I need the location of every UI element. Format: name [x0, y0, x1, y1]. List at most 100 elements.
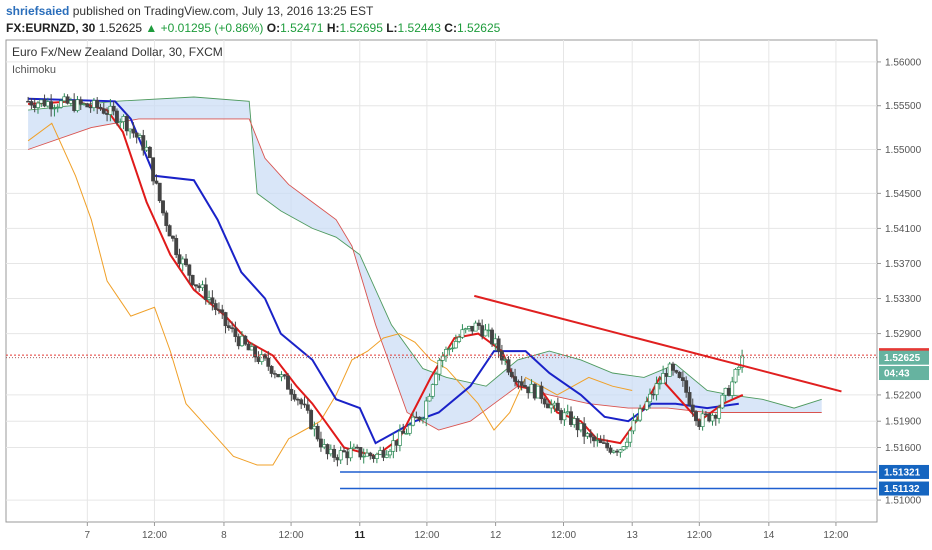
- candle-body: [282, 374, 287, 377]
- candle-body: [351, 446, 356, 449]
- candle-body: [532, 383, 537, 399]
- candle-body: [210, 297, 215, 304]
- candle-body: [440, 355, 445, 361]
- candle-body: [664, 373, 669, 377]
- candle-body: [697, 420, 702, 427]
- candle-body: [269, 366, 274, 374]
- candle-body: [78, 99, 83, 105]
- candle-body: [394, 440, 399, 446]
- candle-body: [641, 408, 646, 411]
- candle-body: [651, 393, 656, 396]
- candle-body: [121, 116, 126, 122]
- candle-body: [32, 104, 37, 108]
- candle-body: [720, 394, 725, 409]
- candle-body: [601, 442, 606, 444]
- candle-body: [141, 135, 146, 151]
- candle-body: [615, 450, 620, 453]
- last-price: 1.52625: [98, 21, 143, 35]
- candle-body: [384, 454, 389, 458]
- price-tag-label: 1.51321: [884, 467, 921, 478]
- candle-body: [470, 325, 475, 332]
- price-tag: [879, 350, 929, 365]
- candle-body: [608, 447, 613, 453]
- price-tag: [879, 481, 929, 496]
- y-tick-label: 1.52200: [885, 390, 922, 401]
- candle-body: [59, 100, 63, 108]
- candle-body: [710, 414, 715, 422]
- y-tick-label: 1.51900: [885, 417, 922, 428]
- candle-body: [657, 382, 662, 385]
- candle-body: [624, 441, 629, 447]
- candle-body: [85, 103, 90, 108]
- candle-body: [730, 381, 735, 396]
- candle-body: [585, 433, 590, 437]
- y-tick-label: 1.53300: [885, 294, 922, 305]
- y-tick-label: 1.51600: [885, 443, 922, 454]
- candle-body: [427, 395, 432, 402]
- candle-body: [335, 457, 340, 461]
- indicator-lines: [27, 97, 744, 466]
- price-tag-label: 1.51132: [884, 484, 920, 495]
- time-axis[interactable]: 7 12:00 8 12:00 11 12:00 12 12:00 13 12:00 14 12:00: [85, 522, 849, 541]
- candle-body: [559, 410, 564, 421]
- y-tick-label: 1.53700: [885, 259, 922, 270]
- candle-body: [391, 440, 396, 452]
- candle-body: [144, 146, 149, 151]
- candle-body: [223, 312, 228, 327]
- candle-body: [55, 106, 60, 109]
- candle-body: [740, 355, 745, 368]
- price-tag-label: 04:43: [884, 369, 910, 380]
- price-change: ▲ +0.01295 (+0.86%): [145, 21, 264, 35]
- candle-body: [536, 385, 541, 399]
- candle-body: [503, 359, 508, 361]
- candle-body: [108, 105, 113, 115]
- candle-body: [717, 407, 722, 419]
- candle-body: [529, 383, 534, 394]
- candle-body: [193, 284, 198, 287]
- x-tick-label: 12:00: [414, 530, 439, 541]
- chart-title: Euro Fx/New Zealand Dollar, 30, FXCM: [12, 45, 223, 59]
- candle-body: [105, 113, 110, 115]
- candle-body: [62, 96, 67, 102]
- candle-body: [243, 335, 248, 345]
- candle-body: [736, 366, 741, 370]
- candle-body: [493, 338, 498, 345]
- candle-body: [420, 418, 425, 421]
- candle-body: [654, 383, 659, 396]
- candle-body: [114, 110, 119, 124]
- candle-body: [358, 447, 363, 458]
- candle-body: [72, 100, 77, 111]
- candle-body: [131, 128, 136, 134]
- candle-body: [170, 235, 175, 239]
- candle-body: [368, 452, 373, 457]
- author-link[interactable]: shriefsaied: [6, 4, 70, 18]
- candle-body: [519, 381, 524, 386]
- candle-body: [161, 200, 165, 214]
- x-tick-label: 12:00: [687, 530, 712, 541]
- candle-body: [404, 433, 409, 435]
- kijun-sen-line: [28, 97, 739, 445]
- candle-body: [565, 411, 570, 414]
- candle-body: [447, 348, 452, 350]
- open-value: 1.52471: [280, 21, 324, 35]
- candle-body: [555, 402, 560, 411]
- candle-body: [65, 96, 70, 104]
- candle-body: [381, 450, 386, 458]
- x-tick-label: 12:00: [551, 530, 576, 541]
- candle-body: [569, 411, 573, 425]
- candle-body: [638, 408, 643, 421]
- candle-body: [328, 448, 333, 455]
- candle-body: [128, 128, 133, 132]
- candle-body: [486, 329, 491, 332]
- candle-body: [124, 116, 129, 132]
- candle-body: [147, 146, 152, 159]
- candle-body: [526, 386, 531, 394]
- candle-body: [460, 329, 465, 338]
- candle-body: [216, 309, 221, 311]
- price-axis[interactable]: 1.56000 1.55500 1.55000 1.54500 1.54100 1.537…: [877, 57, 929, 507]
- candle-body: [36, 102, 40, 108]
- candle-body: [572, 418, 577, 426]
- candle-body: [407, 424, 412, 434]
- candle-body: [618, 449, 623, 453]
